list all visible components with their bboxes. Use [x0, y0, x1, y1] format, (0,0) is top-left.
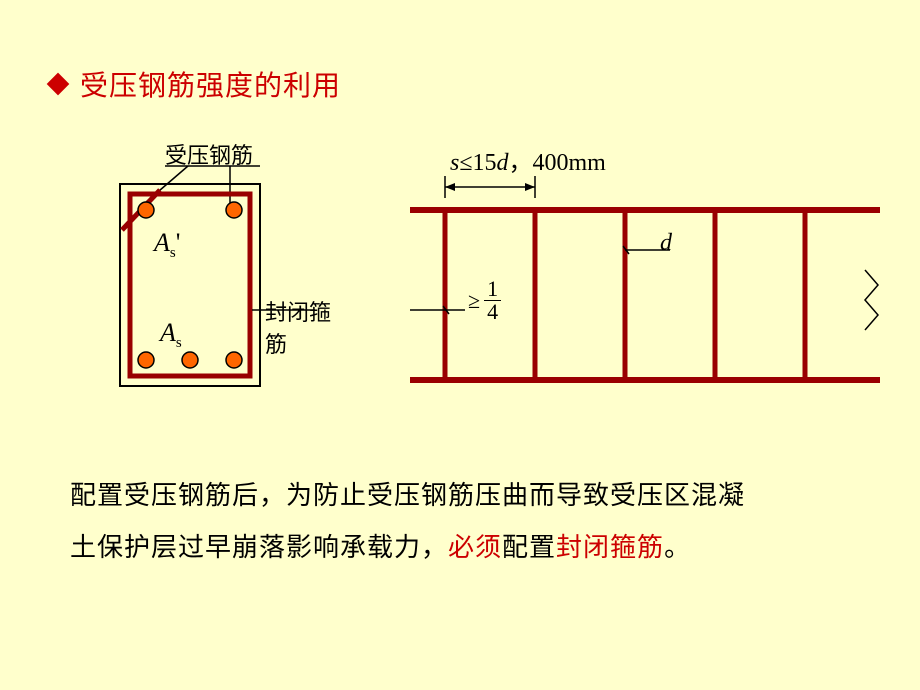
frac-numerator: 1: [484, 278, 501, 301]
As-A: A: [160, 318, 176, 347]
cross-section-figure: 受压钢筋 As' As: [90, 140, 350, 420]
rebar-top: [138, 202, 154, 218]
spacing-label: s≤15d，400mm: [450, 142, 606, 177]
title-row: 受压钢筋强度的利用: [50, 64, 341, 104]
cross-section-svg: [90, 140, 370, 420]
arrowhead-icon: [445, 183, 455, 191]
para-line2c: 配置: [502, 533, 556, 562]
para-period: 。: [664, 533, 691, 562]
As-sub: s: [176, 335, 182, 351]
ge-one-quarter: ≥ 1 4: [468, 278, 501, 323]
As-prime-apostrophe: ': [176, 228, 181, 257]
top-rebar-label: 受压钢筋: [165, 138, 253, 170]
body-paragraph: 配置受压钢筋后，为防止受压钢筋压曲而导致受压区混凝 土保护层过早崩落影响承载力，…: [70, 470, 850, 574]
spacing-s: s: [450, 150, 459, 176]
As-label: As: [160, 318, 182, 352]
rebar-bottom: [138, 352, 154, 368]
longitudinal-figure: s≤15d，400mm: [410, 150, 890, 410]
As-prime-A: A: [154, 228, 170, 257]
para-must: 必须: [448, 533, 502, 562]
spacing-rest: ≤15: [459, 150, 496, 176]
spacing-tail: ，400mm: [509, 150, 606, 176]
break-mark-icon: [865, 270, 878, 330]
figures-area: 受压钢筋 As' As: [0, 140, 920, 430]
d-label: d: [660, 230, 672, 257]
closed-stirrup-label: 封闭箍筋: [265, 295, 350, 359]
rebar-top: [226, 202, 242, 218]
para-line1: 配置受压钢筋后，为防止受压钢筋压曲而导致受压区混凝: [70, 481, 745, 510]
para-line2a: 土保护层过早崩落影响承载力，: [70, 533, 448, 562]
diamond-bullet-icon: [47, 73, 70, 96]
page-title: 受压钢筋强度的利用: [80, 64, 341, 104]
rebar-bottom: [182, 352, 198, 368]
spacing-d: d: [497, 150, 509, 176]
para-closed-stirrup: 封闭箍筋: [556, 533, 664, 562]
rebar-bottom: [226, 352, 242, 368]
ge-symbol: ≥: [468, 288, 480, 314]
arrowhead-icon: [525, 183, 535, 191]
frac-denominator: 4: [484, 301, 501, 323]
closed-stirrup: [130, 194, 250, 376]
As-prime-label: As': [154, 228, 180, 262]
